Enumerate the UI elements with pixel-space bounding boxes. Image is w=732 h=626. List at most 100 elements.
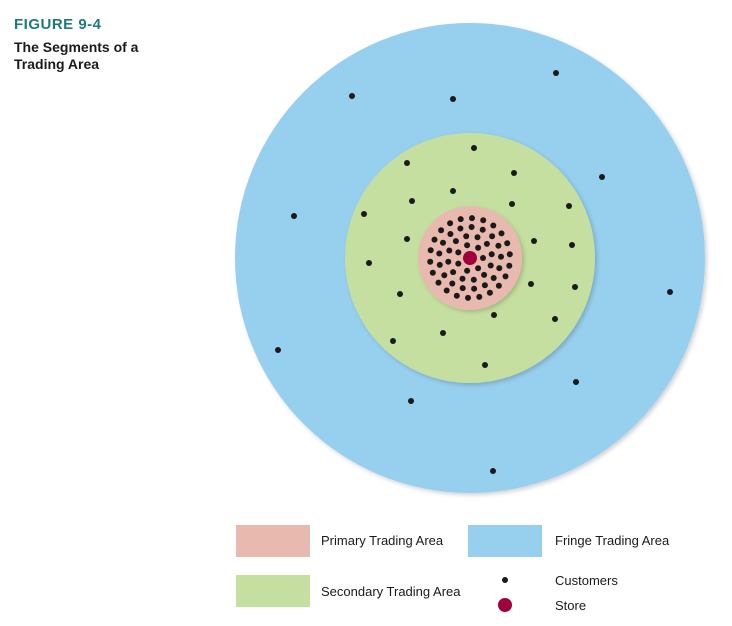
customer-dot bbox=[436, 250, 443, 257]
customer-dot bbox=[275, 347, 281, 353]
customer-dot bbox=[506, 251, 513, 258]
customer-dot bbox=[509, 201, 515, 207]
customer-dot bbox=[469, 215, 475, 222]
customer-dot bbox=[463, 233, 470, 240]
customer-dot bbox=[455, 260, 462, 267]
customer-dot bbox=[552, 316, 558, 322]
customer-dot bbox=[476, 293, 483, 300]
customer-dot bbox=[502, 273, 509, 280]
legend-label-store: Store bbox=[555, 598, 587, 613]
customer-dot bbox=[483, 240, 490, 247]
customer-dot bbox=[291, 213, 297, 219]
customer-dot bbox=[404, 236, 410, 242]
customer-dot bbox=[390, 338, 396, 344]
customer-dot bbox=[498, 253, 504, 260]
customer-dot bbox=[489, 233, 496, 240]
legend-label-secondary: Secondary Trading Area bbox=[321, 584, 461, 599]
legend-label-fringe: Fringe Trading Area bbox=[555, 533, 670, 548]
customer-dot bbox=[490, 222, 497, 229]
customer-dot bbox=[495, 242, 502, 249]
customer-dot bbox=[457, 216, 464, 223]
customer-dot bbox=[566, 203, 572, 209]
customer-dot bbox=[450, 96, 456, 102]
customer-dot bbox=[409, 198, 415, 204]
customer-dot bbox=[531, 238, 537, 244]
customer-dot bbox=[397, 291, 403, 297]
customer-dot bbox=[495, 282, 502, 289]
customer-dot bbox=[464, 242, 471, 249]
customer-dot bbox=[487, 262, 494, 269]
customer-dot bbox=[443, 287, 450, 294]
customer-dot bbox=[464, 267, 471, 274]
customer-dot bbox=[482, 362, 488, 368]
legend-label-primary: Primary Trading Area bbox=[321, 533, 444, 548]
customer-dot bbox=[447, 231, 454, 237]
customer-dot bbox=[481, 271, 488, 278]
customer-dot bbox=[490, 275, 497, 281]
customer-dot bbox=[488, 251, 495, 258]
customer-dot bbox=[431, 236, 438, 243]
customer-dot bbox=[504, 240, 511, 247]
customer-dot bbox=[470, 276, 477, 283]
customer-dot bbox=[511, 170, 517, 176]
customer-dot bbox=[468, 224, 475, 230]
customer-dot bbox=[452, 238, 459, 245]
customer-dot bbox=[553, 70, 559, 76]
figure-label: FIGURE 9-4 bbox=[14, 16, 102, 33]
store-icon bbox=[463, 251, 477, 265]
customer-dot bbox=[498, 230, 505, 237]
customer-dot bbox=[361, 211, 367, 217]
customer-dot bbox=[465, 294, 471, 301]
customer-dot bbox=[667, 289, 673, 295]
customer-dot bbox=[475, 265, 482, 272]
legend-swatch-primary bbox=[236, 525, 310, 557]
customer-dot bbox=[408, 398, 414, 404]
customer-dot bbox=[449, 280, 456, 287]
customer-dot bbox=[438, 227, 445, 234]
customer-dot bbox=[491, 312, 497, 318]
customer-dot bbox=[459, 275, 466, 282]
legend-swatch-fringe bbox=[468, 525, 542, 557]
customer-dot bbox=[446, 247, 453, 254]
customer-dot bbox=[441, 272, 448, 279]
customer-dot bbox=[455, 249, 462, 256]
customer-dot bbox=[457, 225, 464, 232]
customer-dot bbox=[450, 188, 456, 194]
customer-dot bbox=[471, 145, 477, 151]
legend-label-customers: Customers bbox=[555, 573, 618, 588]
customer-dot bbox=[404, 160, 410, 166]
customer-dot bbox=[447, 220, 454, 227]
customer-dot bbox=[453, 292, 460, 299]
customer-dot bbox=[479, 226, 486, 233]
customer-dot bbox=[459, 285, 466, 292]
customer-dot-icon bbox=[502, 577, 508, 583]
customer-dots bbox=[275, 70, 673, 474]
customer-dot bbox=[496, 265, 503, 272]
customer-dot bbox=[572, 284, 578, 290]
customer-dot bbox=[480, 255, 486, 261]
customer-dot bbox=[490, 468, 496, 474]
customer-dot bbox=[436, 261, 443, 268]
customer-dot bbox=[435, 279, 442, 286]
customer-dot bbox=[445, 258, 452, 265]
customer-dot bbox=[486, 289, 493, 296]
customer-dot bbox=[427, 258, 434, 265]
customer-dot bbox=[506, 262, 513, 269]
customer-dot bbox=[599, 174, 605, 180]
customer-dot bbox=[475, 244, 482, 251]
customer-dot bbox=[366, 260, 372, 266]
customer-dot bbox=[569, 242, 575, 248]
customer-dot bbox=[481, 282, 488, 289]
figure-title: The Segments of a Trading Area bbox=[14, 39, 139, 72]
customer-dot bbox=[528, 281, 534, 287]
customer-dot bbox=[440, 330, 446, 336]
customer-dot bbox=[471, 285, 478, 292]
customer-dot bbox=[450, 269, 457, 276]
customer-dot bbox=[573, 379, 579, 385]
legend-swatch-secondary bbox=[236, 575, 310, 607]
store-dot-icon bbox=[498, 598, 512, 612]
customer-dot bbox=[349, 93, 355, 99]
customer-dot bbox=[474, 234, 481, 241]
customer-dot bbox=[440, 239, 446, 246]
